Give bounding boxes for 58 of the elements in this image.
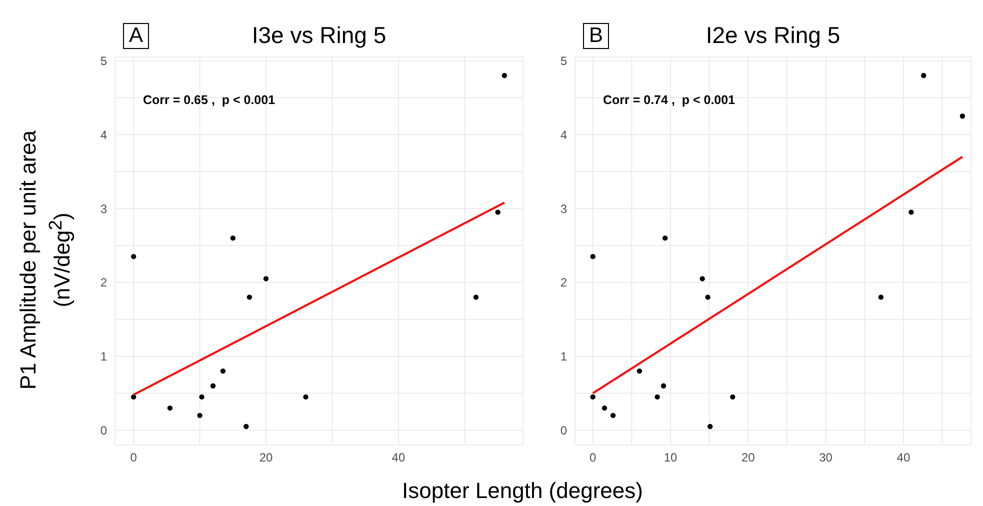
annotation: Corr = 0.65 , p < 0.001: [143, 93, 276, 107]
y-tick-label: 1: [100, 350, 108, 364]
point: [263, 276, 269, 282]
point: [908, 210, 914, 215]
point: [246, 294, 252, 300]
point: [167, 405, 173, 411]
y-tick-label: 1: [560, 350, 568, 364]
x-tick-label: 40: [896, 450, 910, 465]
point: [210, 383, 216, 388]
point: [730, 394, 736, 400]
chart-title: I3e vs Ring 5: [252, 22, 386, 48]
y-tick-label: 2: [560, 276, 568, 290]
y-tick-label: 0: [100, 423, 108, 438]
point: [230, 235, 236, 241]
point: [662, 235, 668, 241]
x-tick-label: 20: [741, 450, 756, 465]
point: [700, 276, 705, 282]
x-tick-label: 10: [664, 450, 678, 465]
point: [303, 394, 308, 400]
point: [610, 412, 616, 418]
point: [220, 368, 226, 374]
point: [130, 394, 136, 400]
point: [473, 294, 479, 300]
y-tick-label: 4: [560, 128, 568, 142]
point: [495, 210, 500, 215]
x-tick-label: 40: [392, 450, 406, 465]
text: B: [583, 23, 610, 49]
point: [602, 405, 608, 411]
y-tick-label: 2: [100, 276, 108, 290]
x-tick-label: 20: [259, 450, 274, 465]
point: [590, 394, 596, 400]
y-tick-label: 0: [560, 423, 568, 438]
point: [636, 368, 642, 374]
x-tick-label: 0: [130, 450, 138, 465]
point: [960, 114, 966, 119]
point: [654, 394, 660, 400]
point: [660, 383, 666, 388]
point: [705, 294, 710, 300]
point: [197, 412, 202, 418]
y-tick-label: 5: [560, 54, 568, 68]
point: [708, 424, 713, 430]
chart-title: I2e vs Ring 5: [706, 22, 840, 48]
point: [244, 424, 249, 430]
y-tick-label: 3: [560, 202, 568, 216]
y-tick-label: 5: [100, 54, 108, 68]
x-axis-title: Isopter Length (degrees): [401, 478, 644, 504]
x-tick-label: 0: [590, 450, 597, 465]
y-tick-label: 3: [100, 202, 108, 216]
annotation: Corr = 0.74 , p < 0.001: [603, 93, 736, 107]
x-tick-label: 30: [819, 450, 833, 465]
point: [199, 394, 204, 400]
point: [502, 72, 508, 78]
y-tick-label: 4: [100, 128, 108, 142]
point: [878, 294, 884, 300]
point: [921, 72, 926, 78]
point: [130, 254, 136, 260]
text: A: [123, 23, 150, 49]
point: [590, 254, 596, 260]
